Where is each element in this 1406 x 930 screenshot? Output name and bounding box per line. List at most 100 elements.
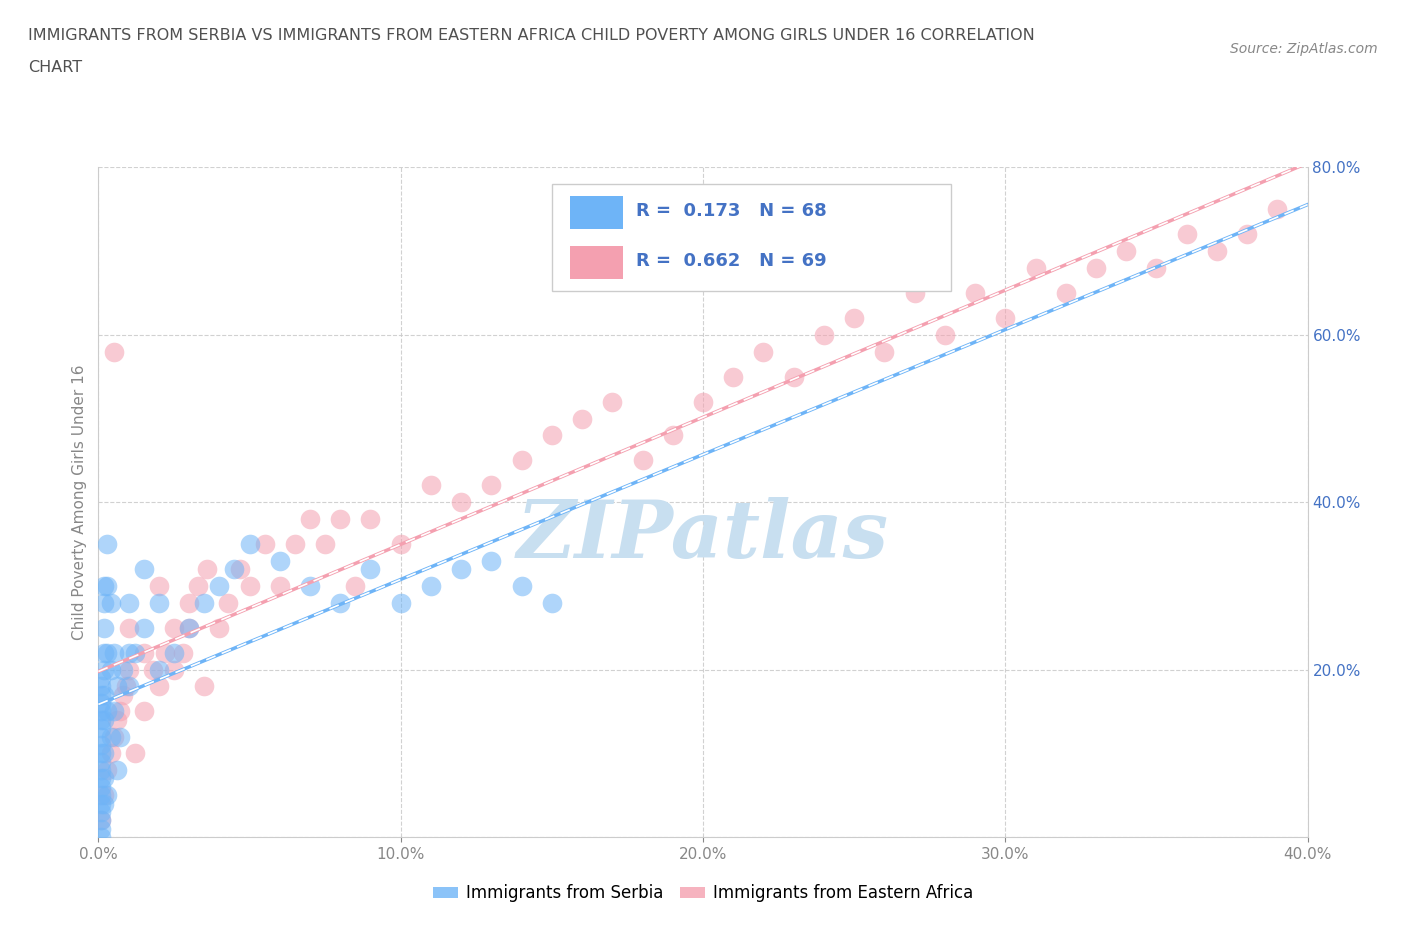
Point bbox=[114, 679, 136, 694]
Point bbox=[118, 679, 141, 694]
Point bbox=[90, 763, 112, 777]
Point bbox=[783, 369, 806, 384]
Point bbox=[148, 578, 170, 593]
Point bbox=[90, 804, 112, 819]
Point bbox=[142, 662, 165, 677]
Point bbox=[90, 830, 112, 844]
Point bbox=[934, 327, 956, 342]
Point bbox=[253, 537, 276, 551]
Point bbox=[229, 562, 252, 577]
Legend: Immigrants from Serbia, Immigrants from Eastern Africa: Immigrants from Serbia, Immigrants from … bbox=[426, 878, 980, 909]
Point bbox=[752, 344, 775, 359]
Point bbox=[631, 453, 654, 468]
Point bbox=[540, 595, 562, 610]
Point bbox=[90, 746, 112, 761]
Point bbox=[481, 553, 503, 568]
Point bbox=[299, 578, 322, 593]
Point bbox=[208, 578, 231, 593]
Point bbox=[481, 478, 503, 493]
Point bbox=[450, 562, 472, 577]
Point bbox=[329, 595, 352, 610]
FancyBboxPatch shape bbox=[569, 246, 623, 279]
Point bbox=[103, 704, 125, 719]
Point bbox=[105, 712, 128, 727]
Point bbox=[163, 620, 186, 635]
Point bbox=[195, 562, 218, 577]
Point bbox=[103, 645, 125, 660]
Point bbox=[450, 495, 472, 510]
Point bbox=[93, 662, 115, 677]
Point bbox=[389, 537, 412, 551]
Point bbox=[132, 620, 155, 635]
Point bbox=[90, 813, 112, 828]
Text: Source: ZipAtlas.com: Source: ZipAtlas.com bbox=[1230, 42, 1378, 56]
Point bbox=[193, 595, 215, 610]
Point bbox=[108, 729, 131, 744]
Point bbox=[844, 311, 866, 325]
Point bbox=[93, 746, 115, 761]
Text: R =  0.662   N = 69: R = 0.662 N = 69 bbox=[637, 252, 827, 270]
Point bbox=[148, 595, 170, 610]
Point bbox=[329, 512, 352, 526]
Point bbox=[571, 411, 593, 426]
Point bbox=[1144, 260, 1167, 275]
Point bbox=[90, 771, 112, 786]
Text: CHART: CHART bbox=[28, 60, 82, 75]
Point bbox=[124, 645, 146, 660]
Point bbox=[90, 737, 112, 752]
Point bbox=[124, 746, 146, 761]
Point bbox=[96, 578, 118, 593]
Point bbox=[132, 645, 155, 660]
Point bbox=[510, 578, 533, 593]
Text: IMMIGRANTS FROM SERBIA VS IMMIGRANTS FROM EASTERN AFRICA CHILD POVERTY AMONG GIR: IMMIGRANTS FROM SERBIA VS IMMIGRANTS FRO… bbox=[28, 28, 1035, 43]
Point bbox=[163, 645, 186, 660]
Point bbox=[96, 788, 118, 803]
Point bbox=[90, 754, 112, 769]
Point bbox=[187, 578, 209, 593]
Point bbox=[93, 796, 115, 811]
Point bbox=[90, 721, 112, 736]
FancyBboxPatch shape bbox=[553, 184, 950, 291]
Point bbox=[284, 537, 307, 551]
Point bbox=[1024, 260, 1046, 275]
Point bbox=[269, 578, 291, 593]
Point bbox=[105, 763, 128, 777]
Point bbox=[90, 813, 112, 828]
Point bbox=[172, 645, 194, 660]
Point bbox=[93, 712, 115, 727]
Point bbox=[93, 620, 115, 635]
Point bbox=[360, 512, 382, 526]
Point bbox=[93, 578, 115, 593]
Point bbox=[108, 704, 131, 719]
Point bbox=[163, 662, 186, 677]
Point bbox=[96, 704, 118, 719]
Point bbox=[90, 779, 112, 794]
Point bbox=[100, 729, 122, 744]
Point bbox=[118, 662, 141, 677]
Point bbox=[90, 788, 112, 803]
Point bbox=[90, 821, 112, 836]
Point bbox=[179, 620, 201, 635]
Point bbox=[90, 796, 112, 811]
Point bbox=[118, 620, 141, 635]
Point bbox=[1236, 227, 1258, 242]
Point bbox=[132, 704, 155, 719]
Point bbox=[1054, 286, 1077, 300]
Point bbox=[224, 562, 246, 577]
Point bbox=[723, 369, 745, 384]
Point bbox=[1206, 244, 1229, 259]
Point bbox=[132, 562, 155, 577]
Point bbox=[239, 578, 262, 593]
Point bbox=[90, 704, 112, 719]
Point bbox=[540, 428, 562, 443]
Point bbox=[873, 344, 896, 359]
Point bbox=[100, 662, 122, 677]
Point bbox=[193, 679, 215, 694]
Point bbox=[96, 763, 118, 777]
Point bbox=[965, 286, 987, 300]
Point bbox=[179, 620, 201, 635]
Point bbox=[93, 771, 115, 786]
Point bbox=[105, 679, 128, 694]
Point bbox=[118, 645, 141, 660]
Point bbox=[602, 394, 624, 409]
